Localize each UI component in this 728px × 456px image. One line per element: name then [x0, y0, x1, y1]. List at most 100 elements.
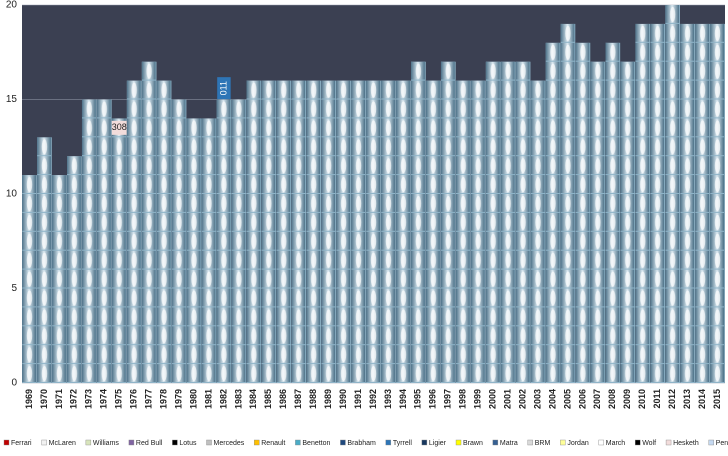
x-tick-label: 1990: [338, 389, 348, 409]
bar-tiles: [351, 80, 366, 383]
legend-swatch: [598, 439, 604, 446]
legend-swatch: [634, 439, 641, 446]
x-tick-label: 2006: [577, 389, 587, 409]
legend-swatch: [455, 439, 462, 446]
bar-tiles: [336, 80, 351, 383]
bar-tiles: [530, 80, 546, 383]
bar-tiles: [216, 99, 232, 383]
x-tick-label: 1984: [248, 389, 258, 409]
legend-label: Ferrari: [11, 440, 32, 447]
legend-label: Brawn: [463, 440, 483, 447]
bar-tiles: [37, 137, 52, 383]
bar-tiles: [186, 118, 202, 384]
x-tick-label: 1996: [428, 389, 438, 409]
x-tick-label: 1999: [473, 389, 483, 409]
bar-tiles: [620, 61, 636, 383]
x-tick-label: 2014: [697, 389, 707, 409]
legend-label: Renault: [261, 440, 285, 447]
bar-tiles: [455, 80, 471, 383]
x-tick-label: 2008: [607, 389, 617, 409]
x-tick-label: 1993: [383, 389, 393, 409]
x-tick-label: 1976: [129, 389, 139, 409]
bar-tiles: [590, 61, 606, 383]
bar-tiles: [426, 80, 441, 383]
legend-swatch: [665, 439, 672, 446]
x-tick-label: 2007: [592, 389, 602, 409]
x-tick-label: 1988: [308, 389, 318, 409]
bar-tiles: [276, 80, 292, 383]
x-tick-label: 1997: [443, 389, 453, 409]
x-tick-label: 1992: [368, 389, 378, 409]
legend-label: Tyrrell: [393, 440, 413, 447]
legend-swatch: [527, 439, 533, 446]
x-tick-label: 1980: [188, 389, 198, 409]
bar-tiles: [545, 42, 561, 384]
legend-swatch: [295, 439, 301, 446]
bar-tiles: [396, 80, 411, 383]
legend-swatch: [206, 439, 212, 446]
bar-tiles: [306, 80, 321, 383]
legend-label: March: [606, 440, 626, 447]
x-tick-label: 1983: [233, 389, 243, 409]
bar-tiles: [156, 80, 172, 383]
legend-label: Mercedes: [214, 440, 245, 447]
y-tick-label: 15: [6, 94, 18, 105]
legend-swatch: [128, 439, 135, 446]
x-tick-label: 1989: [323, 389, 333, 409]
x-tick-label: 1979: [173, 389, 183, 409]
bar-tiles: [81, 99, 97, 383]
bar-tiles: [366, 80, 381, 383]
legend-label: Penske: [716, 440, 728, 447]
annotation: 011: [218, 81, 228, 95]
bar-tiles: [695, 23, 710, 384]
x-tick-label: 1972: [69, 389, 79, 409]
bar-tiles: [411, 61, 426, 383]
x-tick-label: 1985: [263, 389, 273, 409]
legend-label: Red Bull: [136, 440, 163, 447]
legend-label: McLaren: [49, 440, 76, 447]
x-tick-label: 2011: [652, 389, 662, 409]
x-tick-label: 2003: [532, 389, 542, 409]
bar-tiles: [680, 23, 695, 384]
x-tick-label: 1998: [458, 389, 468, 409]
bar-tiles: [710, 23, 725, 384]
bar-tiles: [67, 156, 82, 383]
x-tick-label: 1981: [203, 389, 213, 409]
legend-swatch: [254, 439, 260, 446]
bar-tiles: [635, 23, 651, 384]
x-tick-label: 1977: [144, 389, 154, 409]
annotation-box: [111, 120, 127, 135]
bar-tiles: [231, 99, 247, 383]
x-tick-label: 1982: [218, 389, 228, 409]
bar-tiles: [650, 23, 666, 384]
x-tick-label: 2010: [637, 389, 647, 409]
bar-tiles: [291, 80, 307, 383]
bar-tiles: [126, 80, 142, 383]
x-tick-label: 2000: [488, 389, 498, 409]
legend-label: Matra: [500, 440, 518, 447]
bar-tiles: [321, 80, 336, 383]
legend-label: Brabham: [347, 440, 376, 447]
y-tick-label: 0: [11, 378, 17, 389]
x-tick-label: 1970: [39, 389, 49, 409]
annotation-box: [217, 77, 231, 100]
bar-tiles: [381, 80, 396, 383]
x-tick-label: 1991: [353, 389, 363, 409]
x-tick-label: 1994: [398, 389, 408, 409]
legend-label: BRM: [535, 440, 551, 447]
bar-tiles: [171, 99, 187, 383]
x-tick-label: 2013: [682, 389, 692, 409]
x-tick-label: 1974: [99, 389, 109, 409]
legend-swatch: [385, 439, 392, 446]
legend-label: Williams: [93, 440, 120, 447]
legend-swatch: [85, 439, 92, 446]
legend-swatch: [560, 439, 566, 446]
legend-swatch: [421, 439, 428, 446]
x-tick-label: 2004: [547, 389, 557, 409]
bar-tiles: [485, 61, 501, 383]
legend-swatch: [172, 439, 178, 446]
x-tick-label: 1969: [24, 389, 34, 409]
bar-tiles: [111, 118, 127, 384]
x-tick-label: 1987: [293, 389, 303, 409]
